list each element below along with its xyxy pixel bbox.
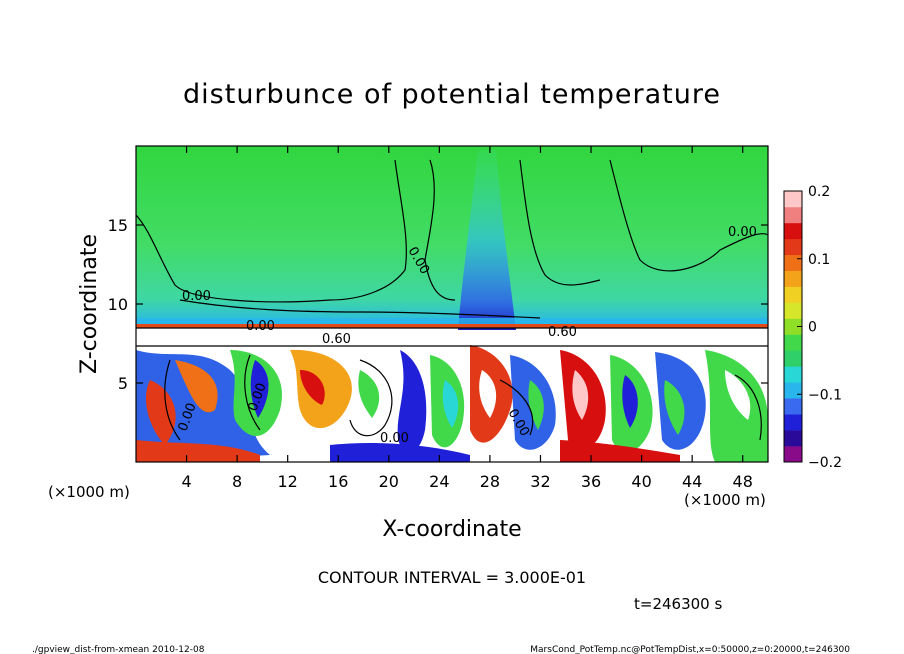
x-tick-label: 8 (232, 472, 242, 491)
x-tick-label: 4 (181, 472, 191, 491)
y-tick-label: 10 (108, 295, 128, 314)
colorbar-swatch (784, 414, 802, 431)
x-axis: 4 8 12 16 20 24 28 32 36 40 44 48 (181, 146, 753, 491)
colorbar-swatch (784, 286, 802, 303)
contour-label: 0.00 (246, 319, 275, 334)
x-tick-label: 12 (278, 472, 298, 491)
colorbar-swatch (784, 191, 802, 208)
colorbar-swatch (784, 366, 802, 383)
time-text: t=246300 s (634, 595, 722, 613)
footer-left: ./gpview_dist-from-xmean 2010-12-08 (32, 645, 205, 654)
colorbar-tick-label: 0.2 (808, 184, 830, 200)
colorbar-tick-label: 0 (808, 320, 817, 336)
x-tick-label: 28 (480, 472, 500, 491)
x-tick-label: 20 (379, 472, 399, 491)
colorbar-tick-label: −0.1 (808, 387, 842, 403)
x-tick-label: 32 (530, 472, 550, 491)
contour-label: 0.00 (182, 289, 211, 304)
upper-field (136, 146, 768, 326)
x-tick-label: 48 (733, 472, 753, 491)
x-unit-left: (×1000 m) (48, 483, 130, 501)
colorbar-swatch (784, 398, 802, 415)
colorbar-tick-label: −0.2 (808, 455, 842, 471)
x-unit-right: (×1000 m) (684, 491, 766, 509)
x-axis-label: X-coordinate (382, 517, 521, 542)
colorbar-swatch (784, 430, 802, 447)
colorbar: 0.2 0.1 0 −0.1 −0.2 (783, 184, 842, 471)
inversion-band (136, 324, 768, 328)
colorbar-swatch (784, 206, 802, 224)
footer-right: MarsCond_PotTemp.nc@PotTempDist,x=0:5000… (530, 645, 850, 654)
x-tick-label: 40 (631, 472, 651, 491)
contour-label: 0.60 (548, 325, 577, 340)
contour-interval-text: CONTOUR INTERVAL = 3.000E-01 (318, 568, 586, 587)
x-tick-label: 16 (328, 472, 348, 491)
colorbar-swatch (784, 334, 802, 351)
colorbar-swatch (784, 254, 802, 272)
plot-area (136, 146, 768, 462)
inversion-white (136, 330, 768, 346)
x-tick-label: 24 (429, 472, 449, 491)
plume (458, 150, 516, 330)
colorbar-swatch (784, 350, 802, 367)
colorbar-swatch (784, 318, 802, 335)
colorbar-swatch (784, 302, 802, 319)
y-tick-label: 15 (108, 216, 128, 235)
contour-label: 0.00 (380, 431, 409, 446)
turbulent-layer (136, 345, 768, 462)
chart-title: disturbunce of potential temperature (183, 79, 721, 110)
contour-lines (136, 159, 768, 441)
colorbar-tick-label: 0.1 (808, 252, 830, 268)
y-axis-label: Z-coordinate (77, 234, 102, 374)
colorbar-swatch (784, 222, 802, 240)
colorbar-swatch (784, 446, 802, 463)
x-tick-label: 44 (682, 472, 702, 491)
colorbar-swatch (784, 382, 802, 399)
y-tick-label: 5 (118, 374, 128, 393)
colorbar-swatch (784, 238, 802, 256)
x-tick-label: 36 (581, 472, 601, 491)
colorbar-swatch (784, 270, 802, 287)
stable-layer-band (136, 318, 768, 324)
y-axis: 5 10 15 (108, 216, 768, 393)
contour-label: 0.00 (728, 225, 757, 240)
contour-label: 0.60 (322, 332, 351, 347)
